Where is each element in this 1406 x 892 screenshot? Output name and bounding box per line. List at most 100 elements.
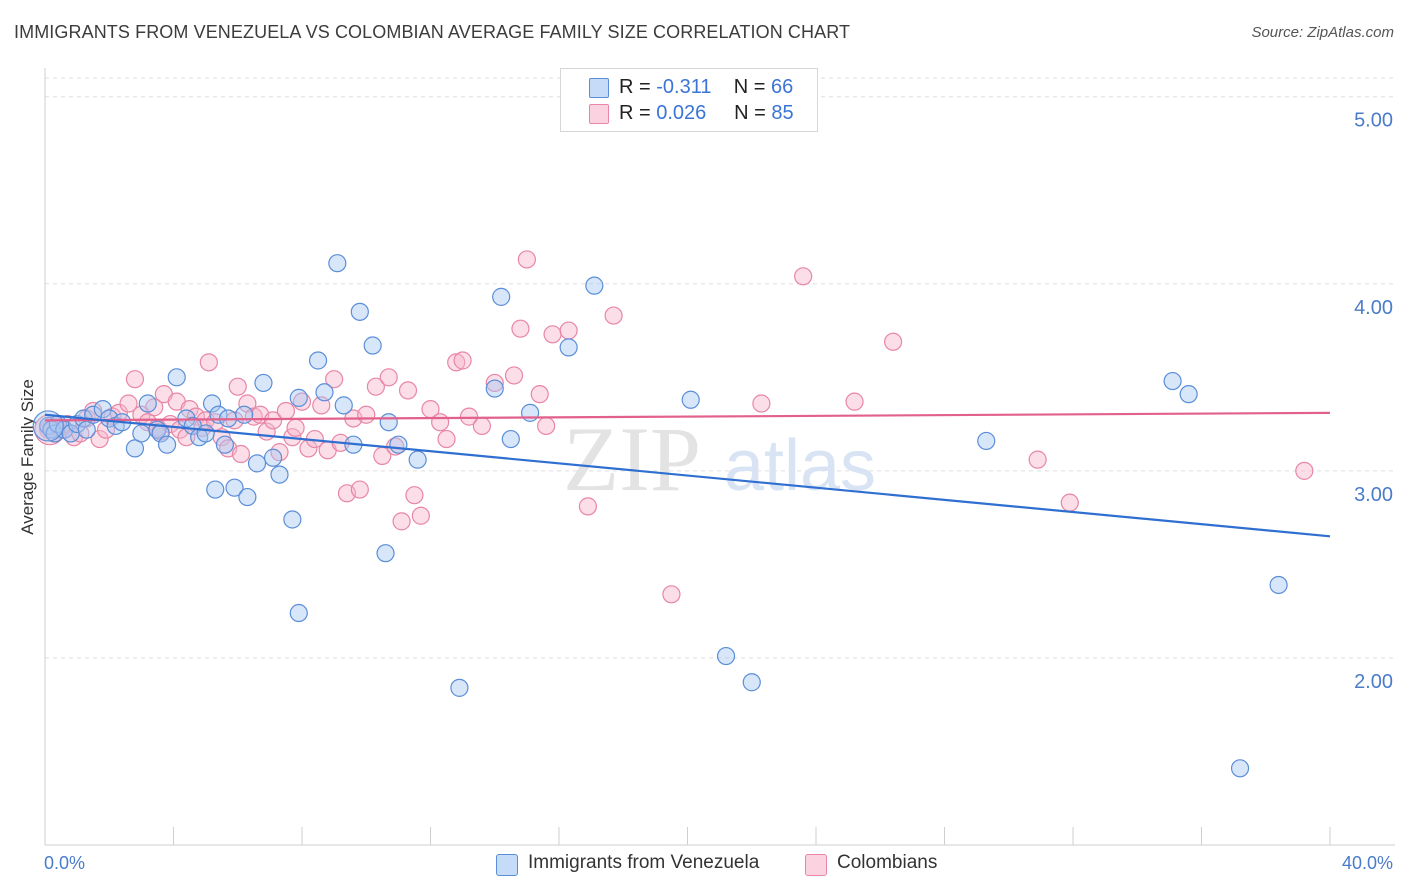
venezuela-point [328, 254, 347, 273]
colombians-point [459, 407, 479, 426]
trend-lines [44, 411, 1331, 538]
venezuela-point [289, 603, 308, 623]
venezuela-point [196, 424, 215, 443]
colombians-point [431, 413, 450, 432]
colombians-point [543, 325, 562, 344]
venezuela-point [308, 351, 328, 370]
colombians-point [794, 267, 813, 286]
venezuela-point [1230, 759, 1250, 778]
colombians-point [392, 512, 411, 531]
colombians-point [263, 411, 283, 430]
venezuela-point [315, 383, 334, 402]
colombians-trend-line [44, 411, 1331, 422]
watermark-atlas: atlas [724, 426, 876, 506]
venezuela-point [559, 338, 578, 357]
venezuela-point [1269, 575, 1288, 595]
colombians-point [231, 444, 251, 464]
venezuela-point [263, 448, 283, 467]
colombians-point [537, 416, 556, 436]
venezuela-point [254, 373, 273, 393]
venezuela-point [215, 435, 234, 454]
legend-n-label: N = [734, 102, 766, 124]
bottom-legend-label-colombians: Colombians [837, 852, 938, 873]
venezuela-point [408, 450, 427, 469]
colombians-point [447, 353, 466, 372]
x-tick-label-max: 40.0% [1342, 853, 1393, 873]
colombians-point [752, 394, 771, 413]
venezuela-point [334, 396, 353, 415]
colombians-point [411, 506, 430, 525]
colombians-point [530, 385, 549, 404]
venezuela-point [125, 439, 145, 458]
colombians-point [485, 373, 504, 393]
venezuela-point [167, 368, 186, 387]
colombians-point [138, 413, 157, 432]
colombians-point [662, 585, 681, 604]
venezuela-point [585, 276, 604, 295]
colombians-point [883, 332, 903, 351]
colombians-point [845, 392, 864, 411]
colombians-point [286, 418, 305, 437]
venezuela-point [283, 510, 302, 529]
y-tick-label: 3.00 [1354, 484, 1393, 506]
colombians-point [350, 480, 369, 499]
legend-swatch-venezuela [589, 78, 609, 98]
colombians-point [238, 394, 257, 413]
colombians-point [405, 486, 424, 505]
venezuela-trend-line [44, 413, 1331, 538]
legend-r-label: R = [619, 76, 651, 98]
colombians-point [325, 370, 344, 389]
colombians-point [125, 370, 145, 389]
colombians-point [559, 321, 578, 340]
venezuela-point [157, 435, 177, 454]
venezuela-point [93, 400, 112, 419]
legend-r-value: -0.311 [656, 76, 712, 98]
bottom-legend-venezuela: Immigrants from Venezuela [496, 852, 759, 876]
axes [44, 68, 1395, 846]
venezuela-point [270, 465, 289, 484]
colombians-point [604, 306, 623, 325]
legend-r-label: R = [619, 102, 651, 124]
colombians-point [437, 429, 456, 449]
venezuela-point [681, 390, 700, 409]
colombians-point [357, 405, 376, 424]
venezuela-point [389, 435, 408, 454]
y-tick-label: 4.00 [1354, 297, 1393, 319]
colombians-point [472, 416, 491, 436]
colombians-point [379, 368, 398, 387]
venezuela-point [742, 673, 761, 692]
bottom-legend-swatch-colombians [805, 854, 827, 876]
venezuela-point [977, 431, 996, 451]
venezuela-point [350, 302, 369, 321]
bottom-legend-swatch-venezuela [496, 854, 518, 876]
tick-labels: 5.00 4.00 3.00 2.00 0.0% 40.0% [44, 110, 1393, 873]
venezuela-point [238, 487, 257, 507]
legend-n-value: 66 [770, 76, 794, 98]
colombians-point [1295, 461, 1314, 480]
colombians-point [578, 497, 598, 516]
colombians-point [228, 377, 247, 396]
venezuela-point [1179, 385, 1198, 404]
venezuela-point [289, 388, 308, 407]
venezuela-point [716, 646, 736, 666]
chart-title: IMMIGRANTS FROM VENEZUELA VS COLOMBIAN A… [14, 22, 851, 42]
venezuela-point [247, 454, 267, 473]
colombians-point [90, 429, 109, 449]
correlation-legend: R = -0.311 N = 66 R = 0.026 N = 85 [560, 68, 818, 132]
legend-n-value: 85 [771, 102, 794, 124]
y-tick-label: 5.00 [1354, 110, 1393, 132]
legend-r-value: 0.026 [656, 102, 707, 124]
venezuela-point [501, 429, 520, 449]
colombians-point [366, 377, 385, 396]
colombians-point [517, 250, 536, 269]
bottom-legend-colombians: Colombians [805, 852, 938, 876]
colombians-point [453, 351, 472, 370]
watermark-zip: ZIP [563, 408, 701, 510]
venezuela-point [1163, 371, 1182, 391]
legend-swatch-colombians [589, 104, 609, 124]
colombians-point [119, 394, 138, 413]
venezuela-point [379, 413, 398, 432]
colombians-point [199, 353, 218, 372]
venezuela-point [138, 394, 157, 413]
